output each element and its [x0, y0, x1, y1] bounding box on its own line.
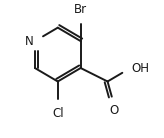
Text: Br: Br	[74, 2, 87, 16]
Text: Cl: Cl	[52, 107, 64, 120]
Text: OH: OH	[132, 62, 150, 75]
Text: N: N	[25, 35, 34, 48]
Text: O: O	[110, 104, 119, 117]
